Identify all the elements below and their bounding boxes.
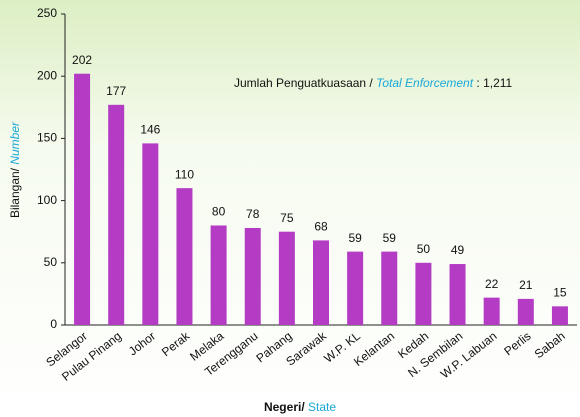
y-tick-label: 100 (37, 193, 57, 207)
bar (210, 225, 227, 325)
value-label: 21 (519, 278, 533, 292)
bar (517, 298, 534, 325)
annotation-text-en: Total Enforcement (376, 76, 474, 90)
bar (176, 188, 193, 325)
value-label: 146 (140, 123, 160, 137)
value-label: 22 (485, 277, 499, 291)
y-tick-label: 150 (37, 131, 57, 145)
bar (449, 264, 466, 325)
bar (381, 251, 398, 325)
value-label: 15 (553, 286, 567, 300)
y-tick-label: 250 (37, 6, 57, 20)
y-tick-label: 50 (44, 255, 58, 269)
x-axis-label: Negeri/ State (264, 400, 336, 414)
value-label: 110 (175, 167, 194, 181)
value-label: 75 (280, 211, 294, 225)
bar (551, 306, 568, 325)
annotation: Jumlah Penguatkuasaan / Total Enforcemen… (234, 76, 513, 90)
bar (244, 227, 261, 325)
bar (74, 73, 91, 325)
bar (313, 240, 329, 325)
value-label: 78 (246, 207, 260, 221)
bar (415, 262, 432, 325)
y-label-text: Bilangan/ (8, 167, 22, 218)
value-label: 68 (314, 220, 328, 234)
value-label: 80 (212, 205, 226, 219)
y-tick-label: 200 (37, 68, 57, 82)
annotation-total: : 1,211 (476, 76, 512, 90)
bar (483, 297, 500, 325)
y-tick-label: 0 (50, 317, 57, 331)
x-label-text: Negeri/ (264, 400, 305, 414)
value-label: 59 (348, 231, 362, 245)
annotation-text: Jumlah Penguatkuasaan / (234, 76, 373, 90)
bar (108, 104, 125, 325)
y-label-text-en: Number (8, 121, 22, 165)
bar (347, 251, 364, 325)
bar (278, 231, 295, 325)
value-label: 50 (417, 242, 431, 256)
x-label-text-en: State (308, 400, 336, 414)
y-axis-label: Bilangan/ Number (8, 121, 22, 218)
value-label: 59 (383, 231, 397, 245)
value-label: 177 (106, 84, 126, 98)
value-label: 49 (451, 243, 465, 257)
value-label: 202 (72, 53, 92, 67)
bar (142, 143, 159, 325)
